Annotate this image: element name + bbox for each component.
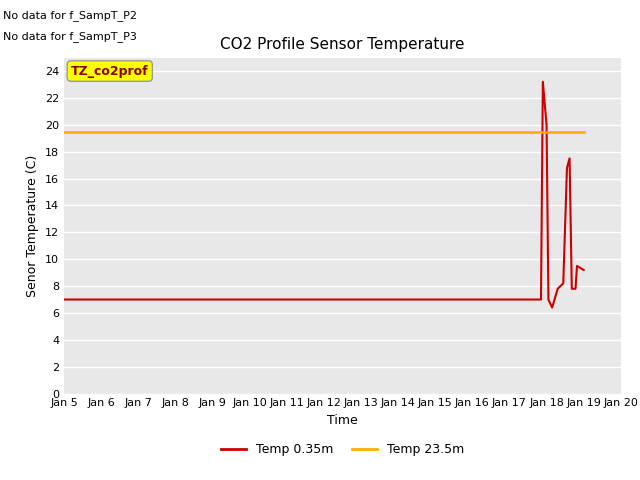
Temp 0.35m	[566, 156, 573, 161]
X-axis label: Time: Time	[327, 414, 358, 427]
Temp 0.35m	[573, 263, 581, 269]
Temp 0.35m	[554, 286, 561, 292]
Text: No data for f_SampT_P2: No data for f_SampT_P2	[3, 10, 137, 21]
Temp 0.35m	[60, 297, 68, 302]
Temp 0.35m	[563, 165, 571, 171]
Temp 0.35m	[572, 286, 579, 292]
Legend: Temp 0.35m, Temp 23.5m: Temp 0.35m, Temp 23.5m	[216, 438, 469, 461]
Temp 0.35m	[543, 122, 550, 128]
Y-axis label: Senor Temperature (C): Senor Temperature (C)	[26, 155, 39, 297]
Text: TZ_co2prof: TZ_co2prof	[71, 64, 148, 78]
Title: CO2 Profile Sensor Temperature: CO2 Profile Sensor Temperature	[220, 37, 465, 52]
Text: No data for f_SampT_P3: No data for f_SampT_P3	[3, 31, 137, 42]
Temp 0.35m	[559, 280, 567, 286]
Line: Temp 0.35m: Temp 0.35m	[64, 82, 584, 308]
Temp 0.35m	[545, 297, 552, 302]
Temp 0.35m	[537, 297, 545, 302]
Temp 0.35m	[539, 79, 547, 84]
Temp 0.35m	[580, 267, 588, 273]
Temp 0.35m	[548, 305, 556, 311]
Temp 0.35m	[568, 286, 575, 292]
Temp 0.35m	[537, 297, 545, 302]
